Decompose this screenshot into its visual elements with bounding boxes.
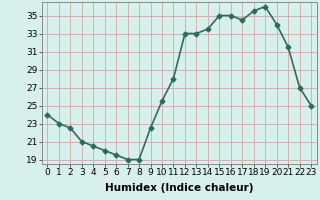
X-axis label: Humidex (Indice chaleur): Humidex (Indice chaleur) xyxy=(105,183,253,193)
